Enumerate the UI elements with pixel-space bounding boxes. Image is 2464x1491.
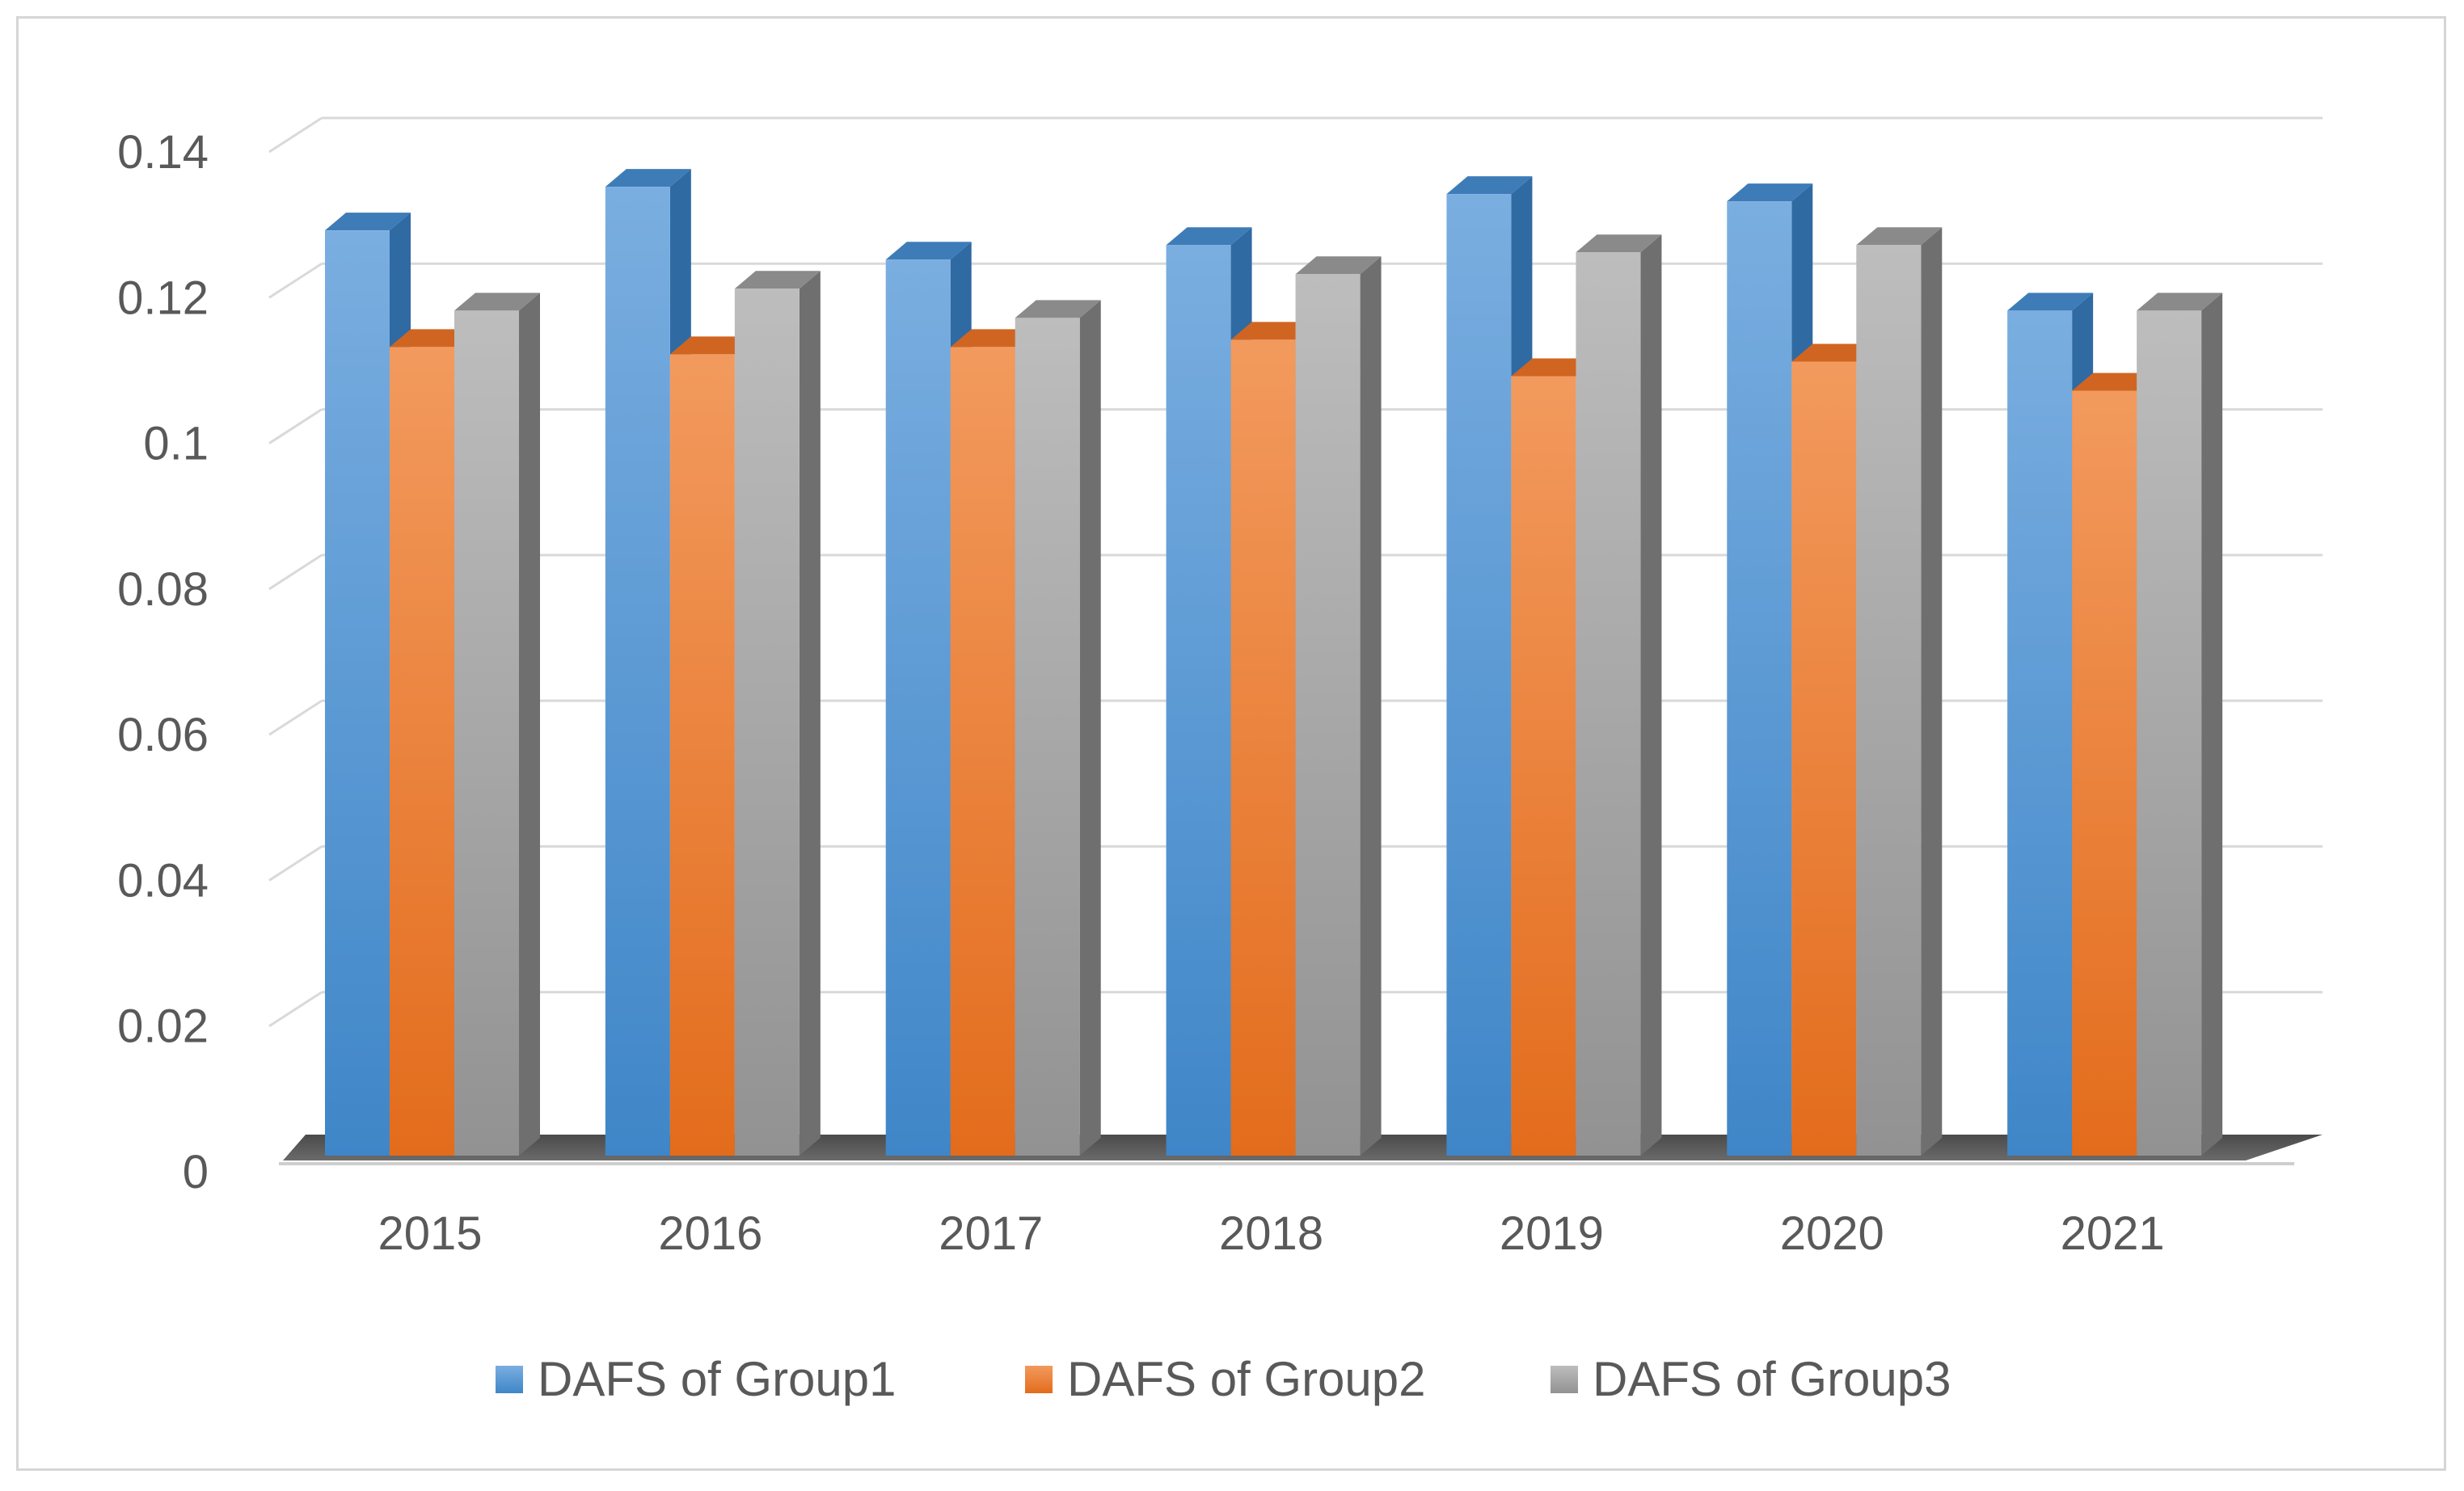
y-tick-label: 0.08 [117, 563, 209, 616]
gridline-side [269, 555, 322, 589]
bar-side [2201, 293, 2222, 1156]
bar [1446, 194, 1511, 1156]
bars [325, 169, 2222, 1156]
bar [605, 187, 670, 1156]
y-tick-label: 0.14 [117, 126, 209, 179]
legend-label: DAFS of Group1 [538, 1352, 897, 1406]
legend-swatch [1551, 1366, 1578, 1393]
y-tick-label: 0 [183, 1146, 209, 1198]
gridline-side [269, 263, 322, 297]
bar [1856, 245, 1921, 1156]
bar [1727, 201, 1791, 1156]
legend: DAFS of Group1 DAFS of Group2 DAFS of Grou… [496, 1352, 1951, 1406]
gridline-side [269, 410, 322, 444]
y-tick-label: 0.04 [117, 854, 209, 907]
legend-label: DAFS of Group3 [1593, 1352, 1951, 1406]
bar [390, 347, 454, 1156]
bar [1511, 376, 1576, 1156]
legend-item: DAFS of Group3 [1551, 1352, 1951, 1406]
bar [2137, 310, 2201, 1156]
y-tick-label: 0.02 [117, 1000, 209, 1053]
bar [1576, 252, 1640, 1156]
bar [735, 289, 800, 1156]
x-tick-label: 2015 [378, 1207, 482, 1260]
bar [1167, 245, 1231, 1156]
x-tick-label: 2019 [1500, 1207, 1604, 1260]
x-tick-label: 2021 [2061, 1207, 2165, 1260]
bar-side [1080, 300, 1101, 1156]
gridline-side [269, 701, 322, 735]
bar [951, 347, 1015, 1156]
bar [670, 354, 735, 1156]
legend-swatch [1025, 1366, 1053, 1393]
x-tick-label: 2020 [1780, 1207, 1884, 1260]
y-tick-label: 0.1 [143, 418, 209, 470]
bar [886, 259, 951, 1156]
gridline-side [269, 846, 322, 880]
x-tick-label: 2018 [1219, 1207, 1323, 1260]
bar [454, 310, 519, 1156]
chart-area: 0 0.02 0.04 0.06 0.08 0.1 0.12 0.14 2015 2016 201… [16, 16, 2446, 1471]
bar-side [1921, 227, 1942, 1156]
x-tick-label: 2017 [939, 1207, 1043, 1260]
y-tick-label: 0.06 [117, 709, 209, 761]
legend-swatch [496, 1366, 523, 1393]
legend-item: DAFS of Group1 [496, 1352, 897, 1406]
bar [2007, 310, 2072, 1156]
bar [1296, 274, 1361, 1156]
bar [1791, 361, 1856, 1156]
gridline-side [269, 992, 322, 1026]
bar-side [1361, 256, 1382, 1156]
y-axis-tick-labels: 0 0.02 0.04 0.06 0.08 0.1 0.12 0.14 [117, 126, 209, 1198]
bar-side [1640, 234, 1661, 1156]
bar-side [519, 293, 540, 1156]
bar-side [800, 271, 821, 1156]
gridline-side [269, 118, 322, 152]
bar-chart: 00.020.040.060.080.10.120.14 2015 2016 201… [19, 19, 2444, 1468]
x-tick-label: 2016 [658, 1207, 762, 1260]
bar [1231, 339, 1296, 1156]
bar [2072, 391, 2137, 1156]
legend-label: DAFS of Group2 [1067, 1352, 1426, 1406]
x-axis-tick-labels: 2015 2016 2017 2018 2019 2020 2021 [378, 1207, 2164, 1260]
bar [1015, 318, 1080, 1156]
bar [325, 230, 390, 1156]
y-tick-label: 0.12 [117, 272, 209, 324]
legend-item: DAFS of Group2 [1025, 1352, 1426, 1406]
